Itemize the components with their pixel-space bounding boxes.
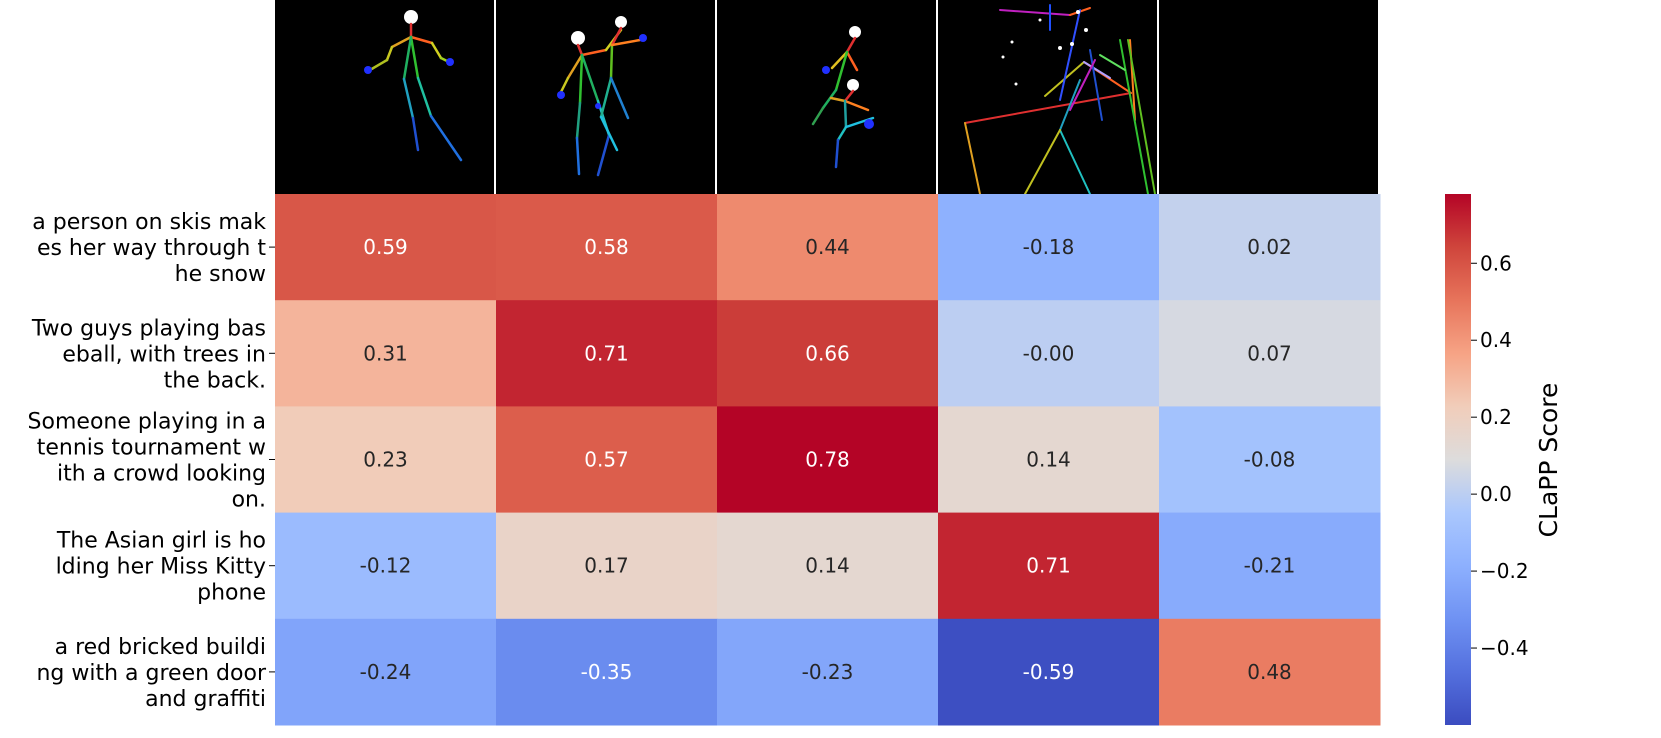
cell-value-label: 0.66 xyxy=(805,341,850,365)
colorbar-label: CLaPP Score xyxy=(1534,383,1563,538)
heatmap-cell xyxy=(717,194,939,301)
heatmap-cell xyxy=(275,512,497,620)
heatmap-cell xyxy=(938,406,1160,514)
heatmap-cell xyxy=(275,618,497,726)
pose-skeleton-1 xyxy=(364,10,463,162)
row-label-line: and graffiti xyxy=(145,687,266,712)
row-label-line: Two guys playing bas xyxy=(31,316,266,341)
cell-value-label: 0.02 xyxy=(1247,235,1292,259)
heatmap-cell xyxy=(938,194,1160,301)
heatmap-cell xyxy=(496,406,718,514)
cell-value-label: 0.23 xyxy=(363,448,408,472)
heatmap-cell xyxy=(1159,194,1381,301)
row-label-line: a red bricked buildi xyxy=(55,635,266,660)
heatmap-cell xyxy=(496,194,718,301)
heatmap-cell xyxy=(275,406,497,514)
heatmap-cell xyxy=(1159,512,1381,620)
row-label-line: a person on skis mak xyxy=(32,210,266,235)
row-label-line: ng with a green door xyxy=(36,661,266,686)
row-label: Two guys playing bas eball, with trees in… xyxy=(31,316,266,393)
colorbar-tick-label: 0.2 xyxy=(1480,405,1512,429)
cell-value-label: 0.44 xyxy=(805,235,850,259)
colorbar: 0.6 0.4 0.2 0.0 −0.2 −0.4 CLaPP Score xyxy=(1445,194,1563,725)
heatmap-cell xyxy=(938,300,1160,407)
cell-value-label: 0.14 xyxy=(805,554,850,578)
heatmap-cells xyxy=(275,194,1381,726)
cell-value-label: -0.12 xyxy=(360,554,412,578)
heatmap-cell xyxy=(496,512,718,620)
colorbar-ticks: 0.6 0.4 0.2 0.0 −0.2 −0.4 xyxy=(1471,251,1529,660)
cell-value-label: 0.71 xyxy=(584,341,629,365)
row-label-line: the back. xyxy=(164,368,266,393)
cell-value-label: 0.17 xyxy=(584,554,629,578)
cell-value-label: 0.14 xyxy=(1026,448,1071,472)
heatmap-cell xyxy=(1159,618,1381,726)
row-label-line: phone xyxy=(197,581,266,606)
cell-value-label: -0.21 xyxy=(1244,554,1296,578)
row-label: a red bricked buildi ng with a green door… xyxy=(36,635,266,712)
colorbar-tick-label: −0.2 xyxy=(1480,559,1529,583)
row-label: The Asian girl is ho lding her Miss Kitty… xyxy=(56,529,266,606)
pose-thumbnail-4 xyxy=(938,0,1157,194)
cell-value-label: 0.57 xyxy=(584,448,629,472)
heatmap-cell xyxy=(496,300,718,407)
heatmap-cell xyxy=(275,300,497,407)
row-label-line: es her way through t xyxy=(37,236,266,261)
row-label-line: The Asian girl is ho xyxy=(56,529,266,554)
cell-value-label: 0.58 xyxy=(584,235,629,259)
cell-value-label: 0.78 xyxy=(805,448,850,472)
row-label: a person on skis mak es her way through t… xyxy=(32,210,266,287)
pose-thumbnail-3 xyxy=(717,0,936,194)
cell-value-label: -0.08 xyxy=(1244,448,1296,472)
pose-thumbnail-5 xyxy=(1159,0,1378,194)
pose-thumbnail-1 xyxy=(275,0,494,194)
row-label-line: ith a crowd looking xyxy=(57,462,266,487)
colorbar-tick-label: 0.4 xyxy=(1480,328,1512,352)
cell-value-label: 0.31 xyxy=(363,341,408,365)
cell-value-label: -0.23 xyxy=(802,660,854,684)
colorbar-tick-label: −0.4 xyxy=(1480,636,1529,660)
heatmap-cell xyxy=(1159,300,1381,407)
cell-value-label: 0.07 xyxy=(1247,341,1292,365)
heatmap-cell xyxy=(275,194,497,301)
cell-value-label: -0.59 xyxy=(1023,660,1075,684)
heatmap-cell xyxy=(717,300,939,407)
cell-value-label: -0.00 xyxy=(1023,341,1075,365)
pose-skeleton-3 xyxy=(811,26,875,169)
heatmap-cell xyxy=(1159,406,1381,514)
row-label-line: eball, with trees in xyxy=(62,342,266,367)
cell-value-label: -0.24 xyxy=(360,660,412,684)
pose-thumbnails xyxy=(275,0,1378,195)
pose-skeleton-2 xyxy=(557,16,647,177)
cell-value-label: -0.18 xyxy=(1023,235,1075,259)
row-label-line: lding her Miss Kitty xyxy=(56,555,266,580)
heatmap-value-labels: 0.59 0.58 0.44 -0.18 0.02 0.31 0.71 0.66 -0.00 0.… xyxy=(360,235,1296,684)
row-label-line: he snow xyxy=(175,262,266,287)
heatmap-cell xyxy=(717,406,939,514)
row-labels: a person on skis mak es her way through t… xyxy=(28,210,275,712)
pose-skeleton-4 xyxy=(964,4,1156,195)
heatmap-cell xyxy=(938,618,1160,726)
cell-value-label: -0.35 xyxy=(581,660,633,684)
cell-value-label: 0.59 xyxy=(363,235,408,259)
heatmap-cell xyxy=(938,512,1160,620)
heatmap-cell xyxy=(496,618,718,726)
colorbar-tick-label: 0.0 xyxy=(1480,482,1512,506)
cell-value-label: 0.71 xyxy=(1026,554,1071,578)
row-label-line: on. xyxy=(232,488,266,513)
heatmap-cell xyxy=(717,512,939,620)
colorbar-tick-label: 0.6 xyxy=(1480,251,1512,275)
colorbar-gradient xyxy=(1445,194,1471,725)
cell-value-label: 0.48 xyxy=(1247,660,1292,684)
heatmap-cell xyxy=(717,618,939,726)
row-label-line: tennis tournament w xyxy=(37,436,266,461)
row-label-line: Someone playing in a xyxy=(28,410,266,435)
